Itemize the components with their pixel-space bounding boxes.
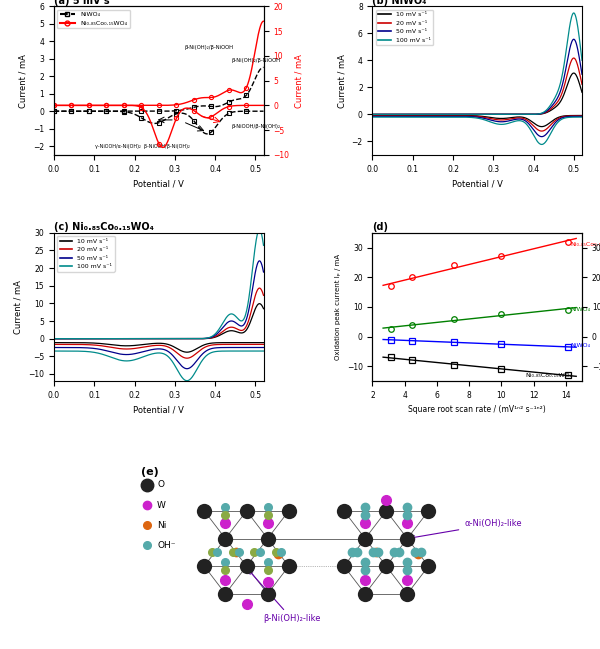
Text: Ni₀.₈₅Co₀.₁₅WO₄: Ni₀.₈₅Co₀.₁₅WO₄: [571, 242, 600, 247]
Text: Ni: Ni: [157, 520, 167, 530]
Text: (b) NiWO₄: (b) NiWO₄: [373, 0, 427, 6]
Y-axis label: Current / mA: Current / mA: [337, 54, 346, 108]
Text: OH⁻: OH⁻: [157, 541, 176, 550]
Legend: 10 mV s⁻¹, 20 mV s⁻¹, 50 mV s⁻¹, 100 mV s⁻¹: 10 mV s⁻¹, 20 mV s⁻¹, 50 mV s⁻¹, 100 mV …: [57, 236, 115, 272]
Text: W: W: [157, 500, 166, 509]
Text: (e): (e): [141, 467, 158, 477]
Text: (c) Ni₀.₈₅Co₀.₁₅WO₄: (c) Ni₀.₈₅Co₀.₁₅WO₄: [54, 222, 154, 232]
Y-axis label: Current / mA: Current / mA: [295, 54, 304, 108]
Text: β-Ni(OH)₂/β-NiOOH: β-Ni(OH)₂/β-NiOOH: [231, 58, 280, 64]
Text: NiWO₄: NiWO₄: [571, 343, 591, 348]
X-axis label: Potential / V: Potential / V: [133, 179, 184, 188]
Text: α-Ni(OH)₂-like: α-Ni(OH)₂-like: [412, 519, 522, 539]
Legend: 10 mV s⁻¹, 20 mV s⁻¹, 50 mV s⁻¹, 100 mV s⁻¹: 10 mV s⁻¹, 20 mV s⁻¹, 50 mV s⁻¹, 100 mV …: [376, 10, 433, 45]
Y-axis label: Current / mA: Current / mA: [14, 280, 23, 334]
Text: β-Ni(OH)₂-like: β-Ni(OH)₂-like: [249, 571, 321, 624]
Text: (a) 5 mV s⁻¹: (a) 5 mV s⁻¹: [54, 0, 119, 6]
Text: γ-NiOOH/α-Ni(OH)₂  β-NiOOH/β-Ni(OH)₂: γ-NiOOH/α-Ni(OH)₂ β-NiOOH/β-Ni(OH)₂: [95, 144, 190, 149]
Text: (d): (d): [373, 222, 388, 232]
Y-axis label: Oxidation peak current Iₚ / mA: Oxidation peak current Iₚ / mA: [335, 254, 341, 360]
Text: β-NiOOH/β-Ni(OH)₂: β-NiOOH/β-Ni(OH)₂: [231, 124, 280, 129]
Y-axis label: Current / mA: Current / mA: [19, 54, 28, 108]
X-axis label: Potential / V: Potential / V: [133, 406, 184, 414]
Text: O: O: [157, 480, 164, 489]
X-axis label: Potential / V: Potential / V: [452, 179, 503, 188]
Text: NiWO₄: NiWO₄: [571, 308, 591, 312]
Text: Ni₀.₈₅Co₀.₁₅WO₄: Ni₀.₈₅Co₀.₁₅WO₄: [526, 373, 573, 378]
X-axis label: Square root scan rate / (mV¹ⁿ² s⁻¹ⁿ²): Square root scan rate / (mV¹ⁿ² s⁻¹ⁿ²): [409, 406, 546, 414]
Legend: NiWO₄, Ni₀.₈₅Co₀.₁₅WO₄: NiWO₄, Ni₀.₈₅Co₀.₁₅WO₄: [57, 10, 130, 29]
Text: β-Ni(OH)₂/β-NiOOH: β-Ni(OH)₂/β-NiOOH: [185, 45, 233, 50]
